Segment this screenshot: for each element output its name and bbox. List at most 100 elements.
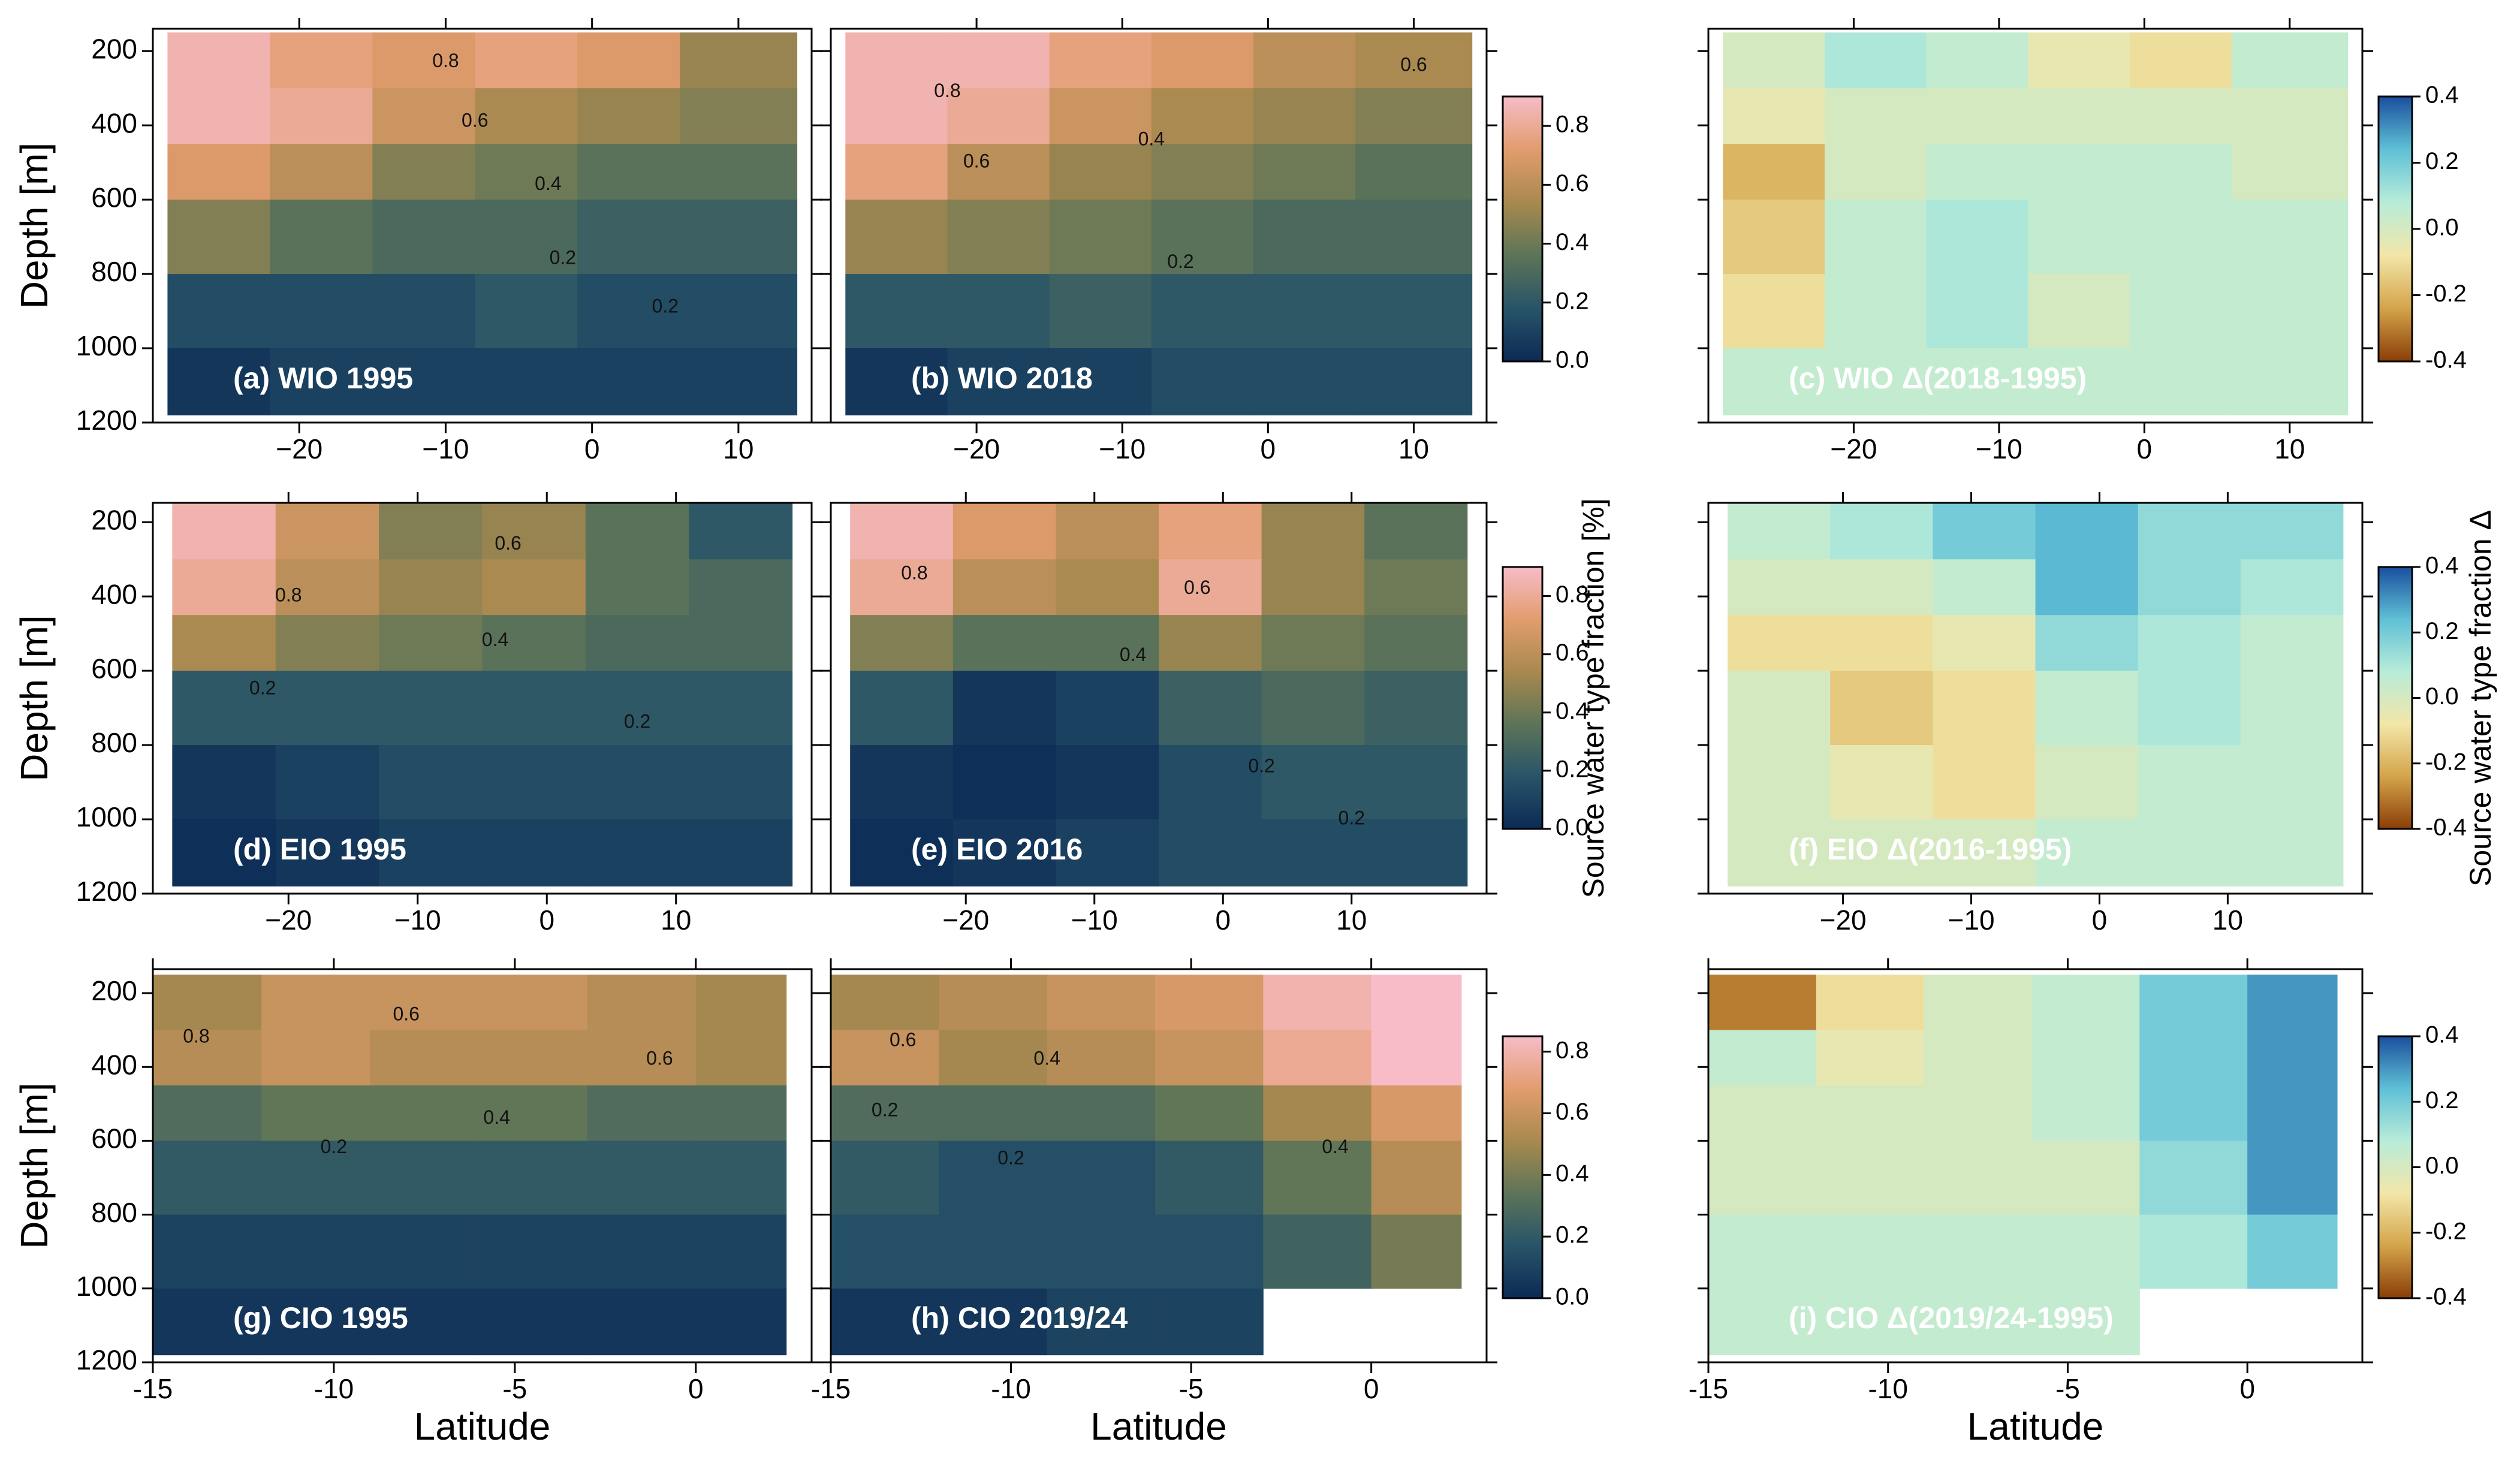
cell xyxy=(1355,144,1473,200)
x-tick-label: 0 xyxy=(539,904,554,936)
cell xyxy=(947,88,1050,144)
cell xyxy=(1830,745,1933,820)
colorbar-tick-label: 0.0 xyxy=(2425,683,2459,710)
cell xyxy=(370,1030,479,1086)
x-tick-label: 0 xyxy=(2239,1373,2255,1404)
cell xyxy=(2035,559,2139,616)
cell xyxy=(172,615,276,671)
cell xyxy=(577,200,680,275)
cell xyxy=(1159,745,1262,820)
cell xyxy=(1824,32,1927,89)
x-axis-label: Latitude xyxy=(1090,1405,1227,1448)
frame xyxy=(1707,502,2364,895)
cell xyxy=(2231,200,2349,275)
cell xyxy=(275,671,379,746)
cell xyxy=(1056,559,1159,616)
cell xyxy=(831,1141,939,1215)
cell xyxy=(2035,819,2139,887)
cell xyxy=(1355,274,1473,349)
frame xyxy=(1707,968,2364,1364)
cell xyxy=(379,745,483,820)
cell xyxy=(1708,1085,1817,1141)
cell xyxy=(1371,1214,1462,1289)
heatmap: 0.6 0.4 0.2 0.2 0.4 xyxy=(831,975,1462,1356)
colorbar-label: Source water type fraction [%] xyxy=(1576,499,1610,898)
contour-label: 0.6 xyxy=(462,109,488,131)
cell xyxy=(1047,1288,1156,1356)
cell xyxy=(1933,745,2036,820)
cell xyxy=(850,559,954,616)
cell xyxy=(1355,32,1473,89)
cell xyxy=(831,1288,939,1356)
cell xyxy=(850,819,954,887)
colorbar-tick-label: 0.2 xyxy=(1556,756,1589,782)
cell xyxy=(1049,88,1152,144)
cell xyxy=(1047,1141,1156,1215)
cell xyxy=(1253,88,1356,144)
cell xyxy=(845,348,948,416)
cell xyxy=(370,1085,479,1141)
cell xyxy=(482,503,586,560)
cell xyxy=(1155,1288,1264,1356)
cell xyxy=(587,1030,697,1086)
x-tick-label: −10 xyxy=(1071,904,1118,936)
cell xyxy=(1151,144,1254,200)
x-tick-label: 0 xyxy=(1215,904,1231,936)
cell xyxy=(1933,503,2036,560)
cell xyxy=(1371,1085,1462,1141)
cell xyxy=(1261,559,1365,616)
panel-title: (f) EIO Δ(2016-1995) xyxy=(1789,832,2072,866)
cell xyxy=(2139,1030,2248,1086)
cell xyxy=(1924,1141,2033,1215)
colorbar-tick-label: -0.2 xyxy=(2425,749,2467,775)
frame xyxy=(830,28,1488,424)
cell xyxy=(1056,819,1159,887)
cell xyxy=(261,1214,370,1289)
cell xyxy=(1261,671,1365,746)
cell xyxy=(1155,1141,1264,1215)
cell xyxy=(1364,671,1468,746)
cell xyxy=(1924,1085,2033,1141)
y-tick-label: 600 xyxy=(91,653,137,684)
cell xyxy=(1371,1141,1462,1215)
cell xyxy=(270,348,373,416)
cell xyxy=(2130,88,2232,144)
cell xyxy=(275,503,379,560)
cell xyxy=(850,503,954,560)
panel-title: (g) CIO 1995 xyxy=(233,1301,408,1335)
cell xyxy=(695,1085,787,1141)
cell xyxy=(577,348,680,416)
x-tick-label: −10 xyxy=(1099,433,1146,464)
contour-label: 0.2 xyxy=(1167,251,1193,272)
cell xyxy=(845,88,948,144)
cell xyxy=(1830,615,1933,671)
cell xyxy=(680,144,798,200)
cell xyxy=(2247,1214,2338,1289)
cell xyxy=(1263,1030,1372,1086)
colorbar-tick-label: 0.2 xyxy=(2425,1087,2459,1114)
cell xyxy=(947,274,1050,349)
colorbar-tick-label: 0.6 xyxy=(1556,170,1589,197)
cell xyxy=(475,200,578,275)
heatmap xyxy=(1728,503,2344,887)
cell xyxy=(270,32,373,89)
contour-label: 0.2 xyxy=(624,710,650,732)
colorbar xyxy=(1502,566,1544,830)
cell xyxy=(939,1141,1048,1215)
cell xyxy=(1049,144,1152,200)
cell xyxy=(845,144,948,200)
cell xyxy=(1155,975,1264,1031)
x-tick-label: 0 xyxy=(2137,433,2153,464)
cell xyxy=(850,745,954,820)
cell xyxy=(478,1288,588,1356)
cell xyxy=(2035,745,2139,820)
heatmap: 0.8 0.6 0.4 0.2 0.2 xyxy=(167,32,798,416)
cell xyxy=(1047,975,1156,1031)
cell xyxy=(577,88,680,144)
colorbar-tick-label: 0.6 xyxy=(1556,1099,1589,1125)
y-tick-label: 800 xyxy=(91,1197,137,1228)
x-tick-label: -10 xyxy=(314,1373,354,1404)
colorbar-tick-label: 0.0 xyxy=(2425,1153,2459,1179)
cell xyxy=(1056,745,1159,820)
cell xyxy=(1723,88,1825,144)
